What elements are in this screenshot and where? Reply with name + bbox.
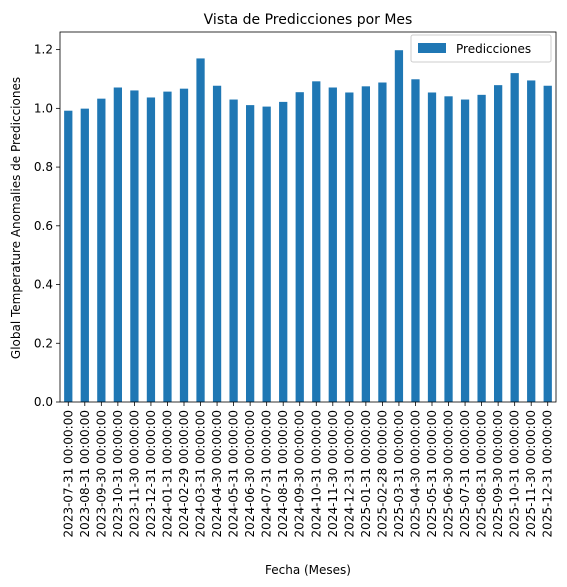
bar-10 [229,99,238,402]
x-tick-label-22: 2025-05-31 00:00:00 [425,410,439,537]
x-tick-label-9: 2024-04-30 00:00:00 [210,410,224,537]
bar-11 [246,105,255,403]
y-tick-label-2: 0.4 [34,278,53,292]
bar-25 [477,94,486,402]
bar-20 [394,50,404,403]
x-axis-label: Fecha (Meses) [265,563,351,577]
x-tick-label-19: 2025-02-28 00:00:00 [375,410,389,537]
chart-title: Vista de Predicciones por Mes [204,12,413,28]
x-tick-label-8: 2024-03-31 00:00:00 [194,410,208,537]
legend-label: Predicciones [456,42,531,56]
bar-3 [113,87,122,402]
bar-27 [510,73,519,403]
x-tick-label-26: 2025-09-30 00:00:00 [491,410,505,537]
bar-14 [295,92,304,402]
x-tick-label-4: 2023-11-30 00:00:00 [127,410,141,537]
y-tick-label-5: 1.0 [34,101,53,115]
bar-29 [543,85,552,403]
x-tick-label-15: 2024-10-31 00:00:00 [309,410,323,537]
y-tick-label-6: 1.2 [34,43,53,57]
x-tick-label-29: 2025-12-31 00:00:00 [541,410,555,537]
bar-22 [427,92,437,403]
bar-28 [527,80,536,402]
x-tick-label-16: 2024-11-30 00:00:00 [326,410,340,537]
bar-24 [460,99,470,402]
bar-5 [146,97,156,402]
axes-group [59,31,557,403]
bar-17 [345,92,354,403]
bar-1 [80,108,89,402]
bar-12 [262,106,271,402]
bars-group [64,50,552,403]
x-tick-label-17: 2024-12-31 00:00:00 [342,410,356,537]
x-tick-label-18: 2025-01-31 00:00:00 [359,410,373,537]
x-tick-label-6: 2024-01-31 00:00:00 [160,410,174,537]
bar-19 [378,82,387,402]
bar-21 [411,79,420,402]
x-tick-label-21: 2025-04-30 00:00:00 [408,410,422,537]
x-tick-label-2: 2023-09-30 00:00:00 [94,410,108,537]
bar-2 [97,98,106,402]
y-axis-label: Global Temperature Anomalies de Predicci… [9,77,23,359]
plot-frame [59,31,557,403]
x-tick-label-12: 2024-07-31 00:00:00 [260,410,274,537]
y-tick-labels: 0.0 0.2 0.4 0.6 0.8 1.0 1.2 [34,43,60,409]
x-tick-labels: 2023-07-31 00:00:00 2023-08-31 00:00:00 20… [61,402,555,537]
x-tick-label-10: 2024-05-31 00:00:00 [227,410,241,537]
x-tick-label-23: 2025-06-30 00:00:00 [442,410,456,537]
bar-16 [328,87,337,402]
bar-8 [196,58,205,403]
x-tick-label-24: 2025-07-31 00:00:00 [458,410,472,537]
legend-frame [410,34,552,63]
x-tick-label-27: 2025-10-31 00:00:00 [508,410,522,537]
y-tick-label-0: 0.0 [34,395,53,409]
x-tick-label-20: 2025-03-31 00:00:00 [392,410,406,537]
x-tick-label-13: 2024-08-31 00:00:00 [276,410,290,537]
y-tick-label-1: 0.2 [34,336,53,350]
x-tick-label-7: 2024-02-29 00:00:00 [177,410,191,537]
x-tick-label-0: 2023-07-31 00:00:00 [61,410,75,537]
bar-15 [312,81,321,402]
bar-4 [130,90,139,402]
x-tick-label-3: 2023-10-31 00:00:00 [111,410,125,537]
y-tick-label-4: 0.8 [34,160,53,174]
bar-23 [444,96,453,402]
x-tick-label-1: 2023-08-31 00:00:00 [78,410,92,537]
x-tick-label-14: 2024-09-30 00:00:00 [293,410,307,537]
x-tick-label-11: 2024-06-30 00:00:00 [243,410,257,537]
bar-9 [212,85,222,403]
bar-26 [494,85,503,403]
bar-13 [279,101,288,402]
y-tick-label-3: 0.6 [34,219,53,233]
bar-7 [179,88,189,403]
x-tick-label-25: 2025-08-31 00:00:00 [475,410,489,537]
bar-6 [163,91,172,403]
x-tick-label-5: 2023-12-31 00:00:00 [144,410,158,537]
x-tick-label-28: 2025-11-30 00:00:00 [524,410,538,537]
bar-0 [64,110,73,402]
legend: Predicciones [410,34,552,63]
bar-18 [361,86,370,402]
legend-swatch [418,43,446,53]
